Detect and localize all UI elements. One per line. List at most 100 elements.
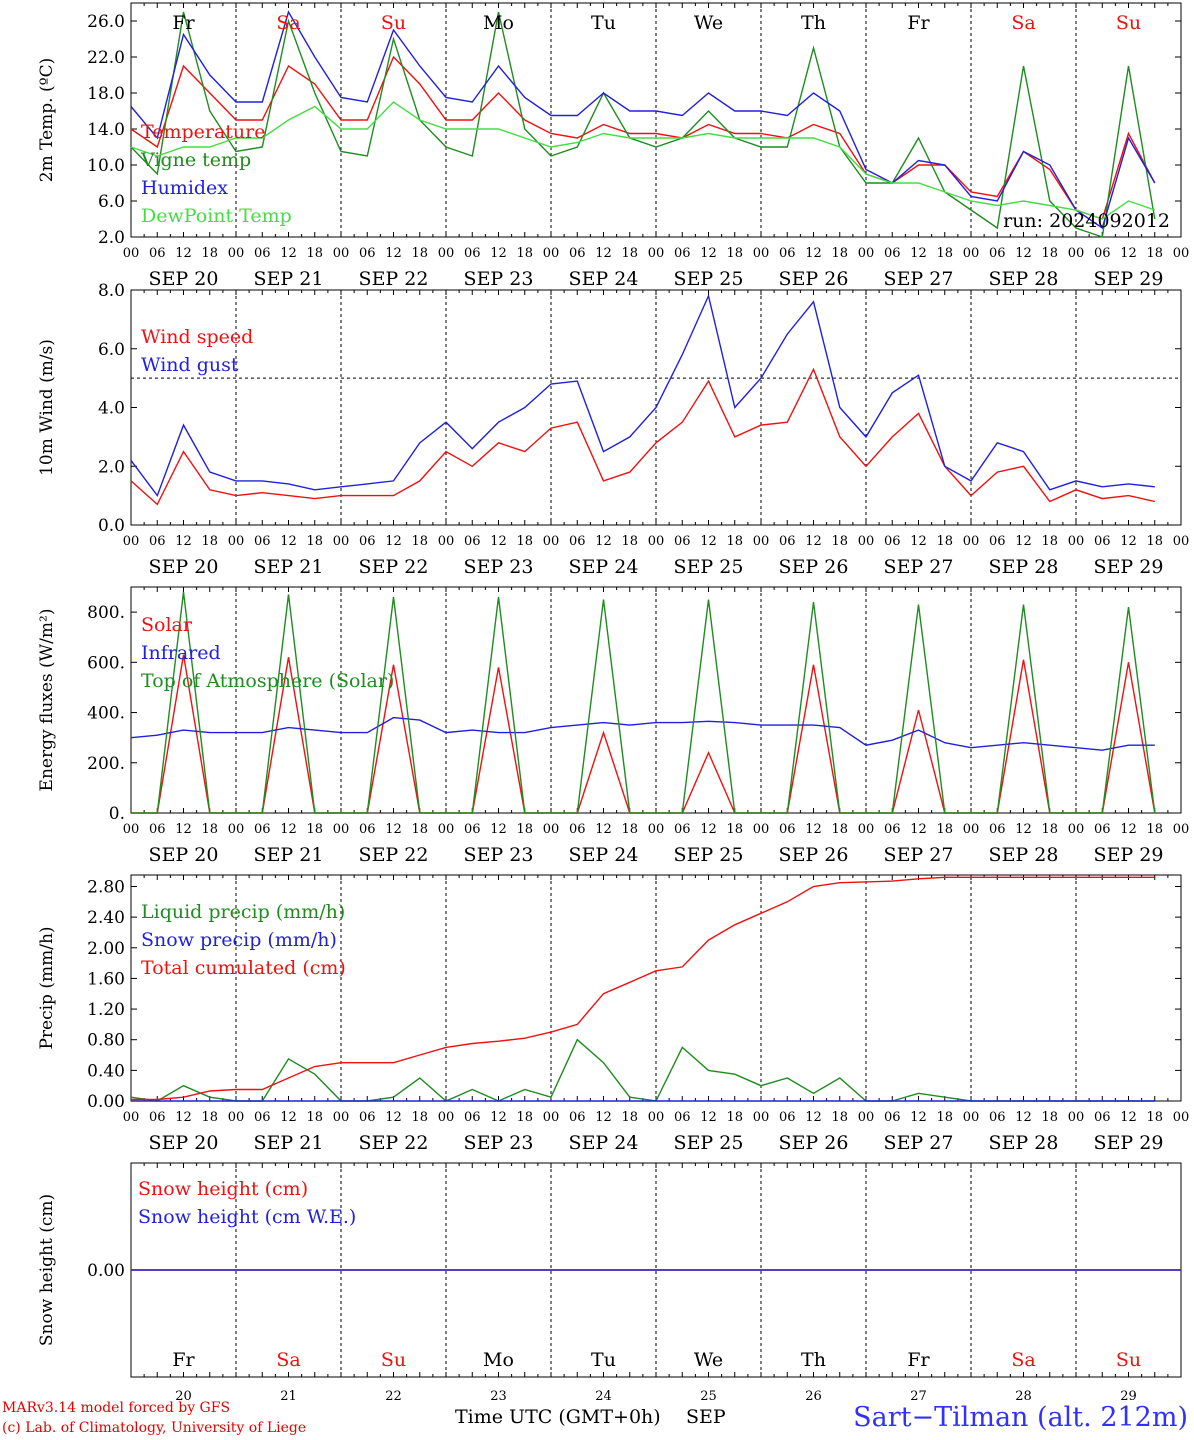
hour-tick-label: 18: [1041, 822, 1058, 837]
series-humidex: [130, 10, 1156, 230]
panel-5: 0.00 Snow height (cm) Snow height (cm) Snow…: [37, 1162, 1182, 1404]
hour-tick-label: 00: [963, 822, 980, 837]
hour-tick-label: 12: [385, 246, 402, 261]
day-number-label: 22: [385, 1389, 402, 1404]
hour-tick-label: 12: [595, 822, 612, 837]
hour-tick-label: 12: [1120, 822, 1137, 837]
y-tick-label: 0.80: [87, 1031, 125, 1051]
hour-tick-label: 12: [910, 822, 927, 837]
date-label: SEP 29: [1094, 1132, 1164, 1154]
day-label: Tu: [591, 12, 616, 34]
date-label: SEP 20: [149, 844, 219, 866]
hour-tick-label: 00: [648, 822, 665, 837]
hour-tick-label: 00: [333, 534, 350, 549]
hour-tick-label: 12: [595, 534, 612, 549]
hour-tick-label: 12: [280, 246, 297, 261]
date-label: SEP 24: [569, 556, 639, 578]
hour-tick-label: 06: [464, 246, 481, 261]
hour-tick-label: 06: [989, 1110, 1006, 1125]
hour-tick-label: 06: [884, 534, 901, 549]
hour-tick-label: 12: [805, 534, 822, 549]
hour-tick-label: 00: [1068, 822, 1085, 837]
legend-entry: Wind speed: [141, 326, 253, 348]
hour-tick-label: 18: [411, 246, 428, 261]
y-tick-label: 2.0: [98, 228, 125, 248]
day-label: Fr: [172, 1349, 195, 1371]
x-axis-month: SEP: [686, 1406, 726, 1428]
hour-tick-label: 06: [359, 822, 376, 837]
hour-tick-label: 00: [1068, 1110, 1085, 1125]
hour-tick-label: 00: [123, 822, 140, 837]
legend-entry: DewPoint Temp: [141, 205, 292, 227]
hour-tick-label: 06: [1094, 246, 1111, 261]
hour-tick-label: 00: [858, 246, 875, 261]
hour-tick-label: 18: [411, 534, 428, 549]
hour-tick-label: 00: [438, 1110, 455, 1125]
y-axis-title: Energy fluxes (W/m²): [37, 609, 57, 792]
hour-tick-label: 06: [464, 534, 481, 549]
day-label: Su: [1116, 1349, 1141, 1371]
hour-tick-label: 00: [333, 822, 350, 837]
hour-tick-label: 00: [123, 534, 140, 549]
day-label: Fr: [907, 1349, 930, 1371]
y-tick-label: 22.0: [87, 48, 125, 68]
date-label: SEP 29: [1094, 268, 1164, 290]
panel-1: 2.0 6.0 10.0 14.0 18.0 22.0 26.0 2m Temp. (ºC) T…: [37, 2, 1189, 290]
hour-tick-label: 12: [385, 822, 402, 837]
station-title: Sart−Tilman (alt. 212m): [853, 1402, 1188, 1433]
date-label: SEP 20: [149, 268, 219, 290]
date-label: SEP 23: [464, 556, 534, 578]
hour-tick-label: 18: [411, 1110, 428, 1125]
hour-tick-label: 06: [779, 246, 796, 261]
date-label: SEP 28: [989, 556, 1059, 578]
date-label: SEP 28: [989, 268, 1059, 290]
date-label: SEP 20: [149, 556, 219, 578]
hour-tick-label: 18: [726, 1110, 743, 1125]
hour-tick-label: 12: [175, 246, 192, 261]
hour-tick-label: 00: [963, 246, 980, 261]
y-tick-label: 2.80: [87, 877, 125, 897]
date-label: SEP 21: [254, 844, 324, 866]
y-tick-label: 200.: [87, 754, 125, 774]
hour-tick-label: 00: [858, 822, 875, 837]
hour-tick-label: 06: [779, 534, 796, 549]
date-label: SEP 22: [359, 268, 429, 290]
y-axis-title: 2m Temp. (ºC): [37, 58, 57, 183]
hour-tick-label: 18: [621, 534, 638, 549]
date-label: SEP 29: [1094, 844, 1164, 866]
day-label: Mo: [483, 1349, 514, 1371]
legend-entry: Snow height (cm): [138, 1178, 308, 1200]
day-number-label: 21: [280, 1389, 297, 1404]
series-top-of-atmosphere-solar-: [131, 591, 1156, 814]
date-label: SEP 27: [884, 844, 954, 866]
day-label: Mo: [483, 12, 514, 34]
hour-tick-label: 18: [621, 822, 638, 837]
hour-tick-label: 18: [936, 246, 953, 261]
hour-tick-label: 18: [1146, 822, 1163, 837]
day-number-label: 29: [1120, 1389, 1137, 1404]
hour-tick-label: 06: [254, 822, 271, 837]
y-tick-label: 0.40: [87, 1061, 125, 1081]
hour-tick-label: 00: [753, 534, 770, 549]
hour-tick-label: 06: [779, 1110, 796, 1125]
hour-tick-label: 06: [149, 246, 166, 261]
y-tick-label: 10.0: [87, 156, 125, 176]
legend-entry: Liquid precip (mm/h): [141, 901, 345, 923]
hour-tick-label: 00: [1173, 822, 1190, 837]
hour-tick-label: 18: [1041, 246, 1058, 261]
day-label: Fr: [907, 12, 930, 34]
hour-tick-label: 06: [1094, 822, 1111, 837]
run-label: run: 2024092012: [1003, 210, 1170, 232]
hour-tick-label: 18: [1146, 534, 1163, 549]
y-axis-title: Precip (mm/h): [37, 926, 57, 1049]
hour-tick-label: 18: [621, 246, 638, 261]
hour-tick-label: 12: [1015, 822, 1032, 837]
hour-tick-label: 00: [1068, 246, 1085, 261]
hour-tick-label: 18: [411, 822, 428, 837]
day-label: Tu: [591, 1349, 616, 1371]
hour-tick-label: 18: [201, 246, 218, 261]
date-label: SEP 24: [569, 268, 639, 290]
hour-tick-label: 18: [936, 1110, 953, 1125]
series-temperature: [130, 55, 1156, 220]
y-tick-label: 0.00: [87, 1261, 125, 1281]
